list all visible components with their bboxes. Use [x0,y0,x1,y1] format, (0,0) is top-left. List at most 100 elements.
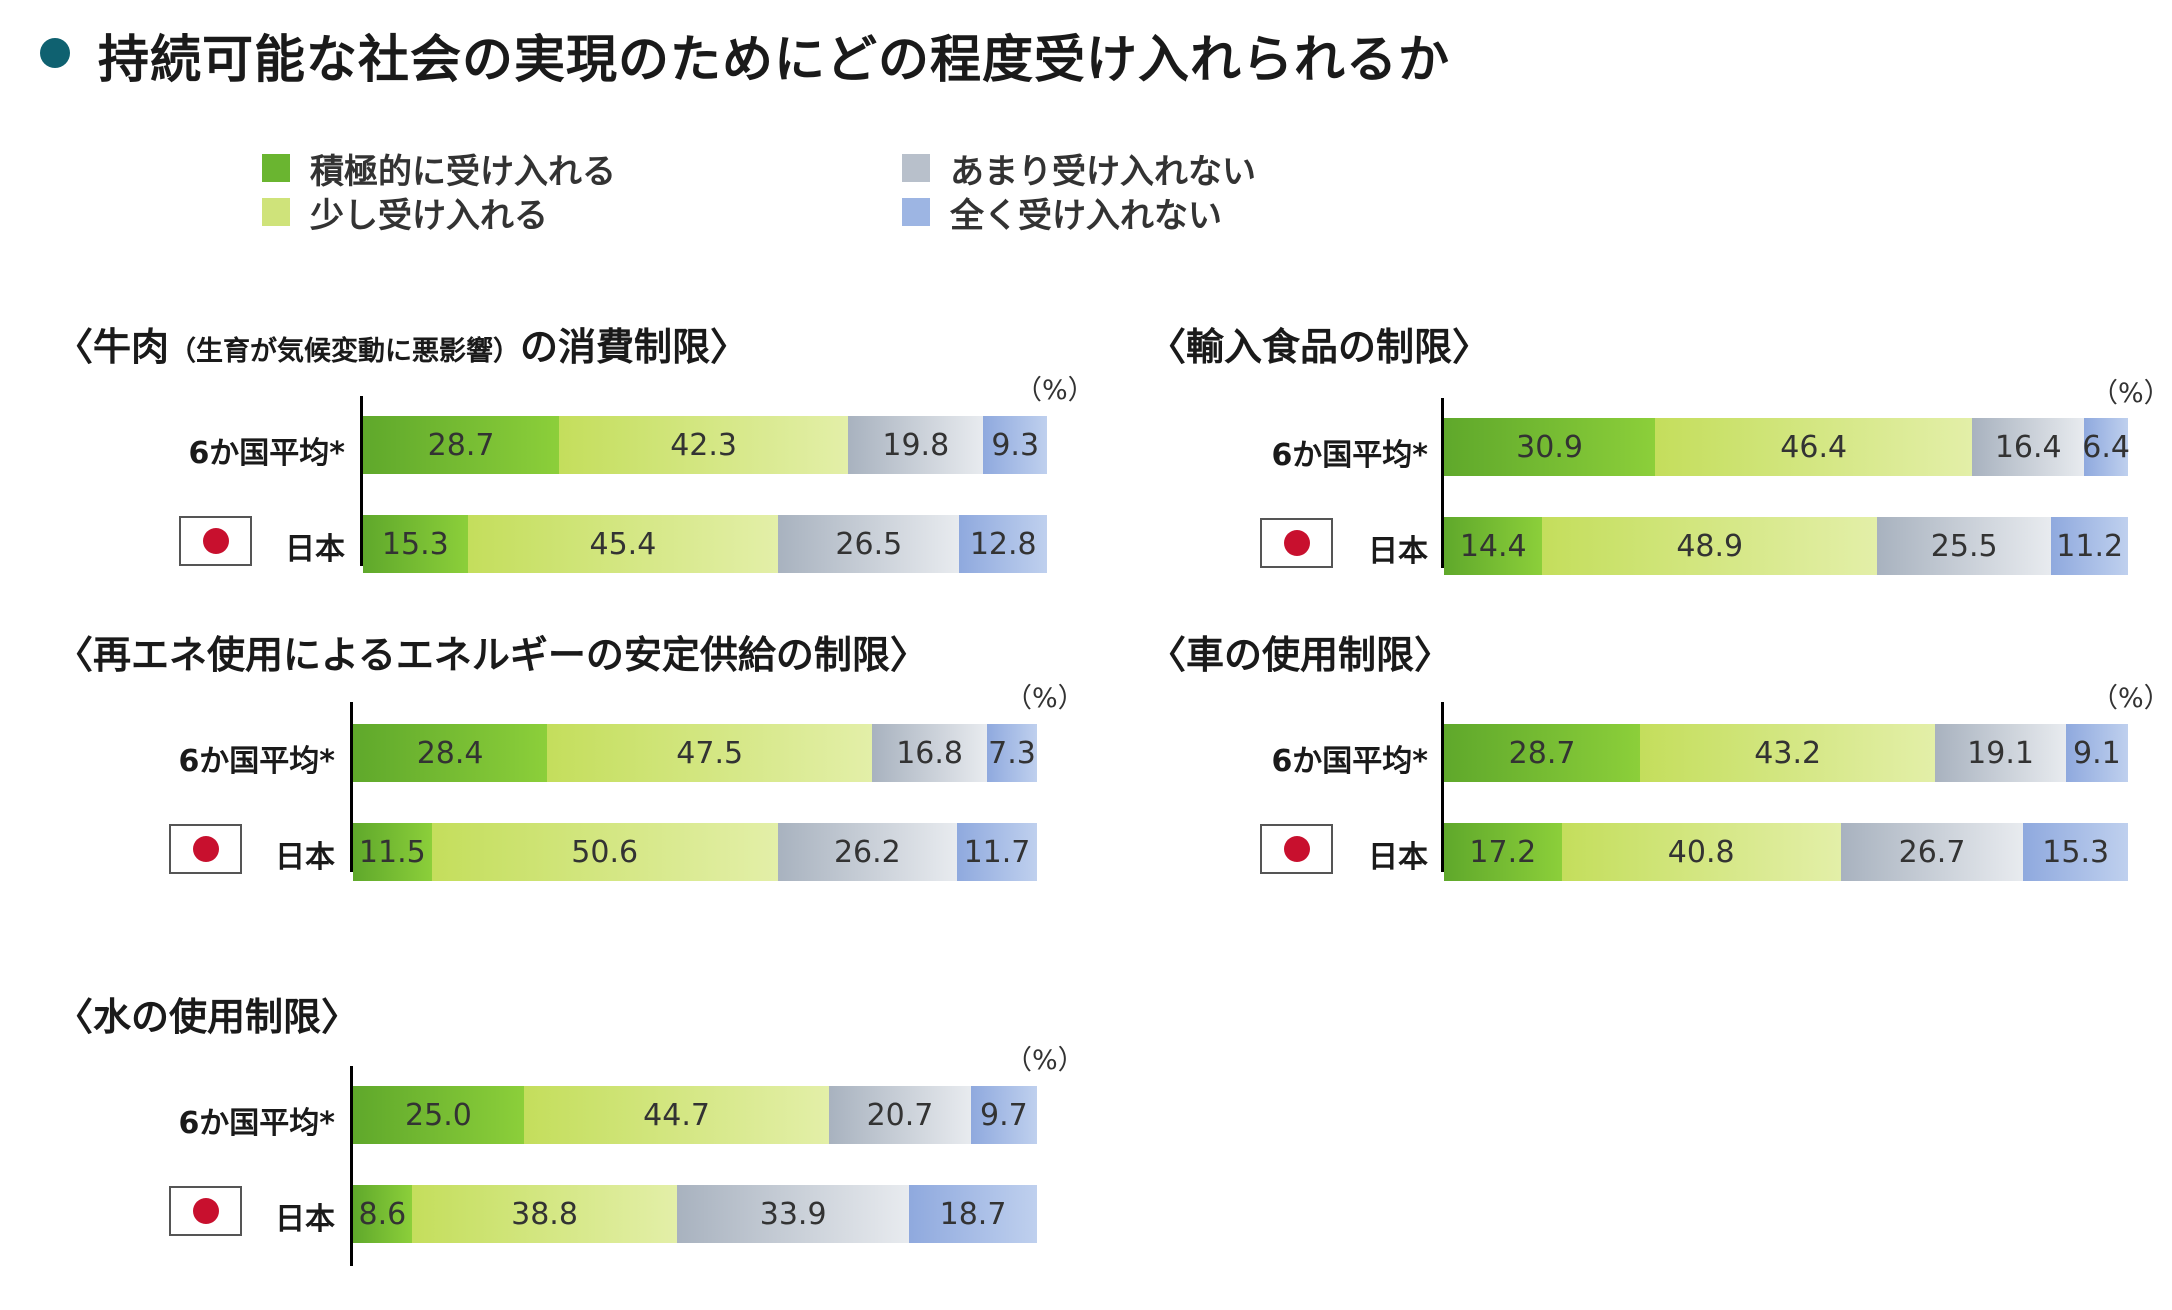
data-label: 44.7 [643,1097,710,1133]
data-label: 25.5 [1930,528,1998,564]
y-axis [350,702,353,872]
seg-not-at-all: 6.4 [2082,418,2130,476]
legend-swatch-gray [902,154,930,182]
data-label: 26.2 [833,834,901,870]
bar-japan: 14.4 48.9 25.5 11.2 [1444,517,2128,575]
data-label: 43.2 [1754,735,1822,771]
data-label: 11.5 [358,834,426,870]
data-label: 38.8 [511,1196,578,1232]
seg-not-at-all: 12.8 [959,515,1047,573]
unit-label: （%） [2091,378,2171,409]
data-label: 16.8 [896,735,963,771]
chart-title: 〈再エネ使用によるエネルギーの安定供給の制限〉 [55,633,928,677]
japan-flag-icon [169,824,242,874]
chart-title: 〈水の使用制限〉 [55,995,360,1039]
legend-item-slight-accept: 少し受け入れる [262,190,548,236]
seg-active-accept: 8.6 [353,1185,412,1243]
seg-not-much: 16.8 [872,724,988,782]
row-label-avg: 6か国平均* [178,744,335,779]
bar-avg: 28.7 43.2 19.1 9.1 [1444,724,2128,782]
data-label: 11.7 [963,834,1031,870]
unit-label: （%） [1005,1045,1085,1076]
data-label: 19.1 [1967,735,2034,771]
data-label: 9.3 [991,427,1040,463]
data-label: 6.4 [2082,429,2130,465]
bar-japan: 8.6 38.8 33.9 18.7 [353,1185,1037,1243]
seg-slight-accept: 50.6 [431,823,778,881]
row-label-japan: 日本 [275,1202,335,1237]
unit-label: （%） [1015,375,1095,406]
seg-not-much: 20.7 [829,1086,971,1144]
seg-active-accept: 14.4 [1444,517,1543,575]
legend-label: 積極的に受け入れる [310,151,616,192]
data-label: 48.9 [1676,528,1744,564]
seg-slight-accept: 43.2 [1640,724,1936,782]
seg-active-accept: 15.3 [363,515,468,573]
seg-not-much: 19.8 [848,416,984,474]
seg-not-at-all: 15.3 [2023,823,2128,881]
y-axis [350,1066,353,1266]
bar-japan: 15.3 45.4 26.5 12.8 [363,515,1047,573]
seg-active-accept: 28.7 [363,416,560,474]
data-label: 17.2 [1469,834,1537,870]
chart-renewable-energy: 〈再エネ使用によるエネルギーの安定供給の制限〉 （%） 6か国平均* 日本 28… [55,624,1085,884]
unit-label: （%） [2091,683,2171,714]
data-label: 18.7 [939,1196,1007,1232]
seg-not-at-all: 11.7 [956,823,1037,881]
legend-swatch-blue [902,198,930,226]
chart-imported-food: 〈輸入食品の制限〉 （%） 6か国平均* 日本 30.9 46.4 16.4 6.4 … [1148,316,2171,576]
data-label: 19.8 [882,427,950,463]
data-label: 40.8 [1667,834,1735,870]
chart-water-use: 〈水の使用制限〉 （%） 6か国平均* 日本 25.0 44.7 20.7 9.7 8… [55,986,1085,1276]
row-label-avg: 6か国平均* [1271,744,1428,779]
data-label: 50.6 [571,834,639,870]
unit-label: （%） [1005,683,1085,714]
data-label: 28.4 [416,735,484,771]
y-axis [360,396,363,566]
data-label: 30.9 [1516,429,1583,465]
legend-swatch-green [262,154,290,182]
seg-active-accept: 17.2 [1444,823,1562,881]
chart-title: 〈車の使用制限〉 [1148,633,1453,677]
data-label: 20.7 [866,1097,934,1133]
data-label: 45.4 [589,526,657,562]
row-label-avg: 6か国平均* [178,1106,335,1141]
bar-avg: 30.9 46.4 16.4 6.4 [1444,418,2130,476]
title-bullet [40,38,70,68]
seg-not-much: 26.5 [778,515,960,573]
seg-slight-accept: 38.8 [411,1185,678,1243]
data-label: 8.6 [358,1196,407,1232]
bar-japan: 17.2 40.8 26.7 15.3 [1444,823,2128,881]
seg-slight-accept: 45.4 [467,515,779,573]
data-label: 25.0 [405,1097,472,1133]
y-axis [1441,398,1444,568]
seg-slight-accept: 42.3 [559,416,849,474]
y-axis [1441,702,1444,872]
row-label-avg: 6か国平均* [1271,438,1428,473]
seg-not-much: 26.7 [1840,823,2024,881]
seg-slight-accept: 47.5 [547,724,873,782]
seg-active-accept: 25.0 [353,1086,524,1144]
bar-japan: 11.5 50.6 26.2 11.7 [353,823,1037,881]
bar-avg: 25.0 44.7 20.7 9.7 [353,1086,1037,1144]
seg-slight-accept: 44.7 [523,1086,830,1144]
data-label: 16.4 [1994,429,2062,465]
data-label: 7.3 [988,735,1036,771]
legend-item-not-at-all: 全く受け入れない [902,190,1222,236]
data-label: 28.7 [427,427,495,463]
seg-slight-accept: 46.4 [1655,418,1973,476]
seg-slight-accept: 40.8 [1561,823,1841,881]
legend-label: 全く受け入れない [950,195,1222,236]
row-label-japan: 日本 [285,532,345,567]
data-label: 15.3 [381,526,449,562]
row-label-japan: 日本 [1368,840,1428,875]
seg-active-accept: 28.4 [353,724,548,782]
chart-title: 〈牛肉（生育が気候変動に悪影響）の消費制限〉 [55,325,749,369]
legend-label: あまり受け入れない [950,151,1256,192]
seg-not-at-all: 9.1 [2065,724,2128,782]
japan-flag-icon [1260,824,1333,874]
chart-car-use: 〈車の使用制限〉 （%） 6か国平均* 日本 28.7 43.2 19.1 9.1 1… [1148,624,2171,884]
data-label: 28.7 [1508,735,1576,771]
seg-not-much: 26.2 [777,823,957,881]
chart-subtitle: （生育が気候変動に悪影響） [169,336,521,367]
